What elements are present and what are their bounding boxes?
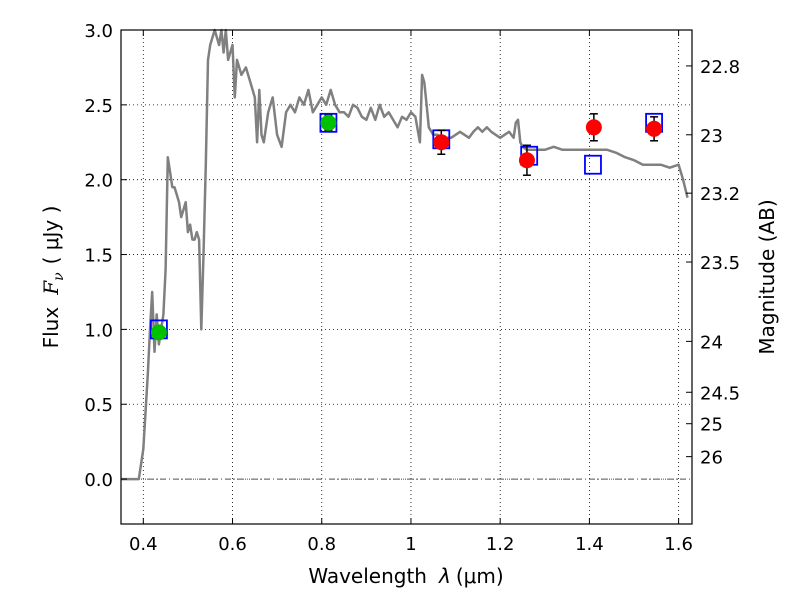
plot-frame xyxy=(120,29,693,525)
observed-nir-point xyxy=(646,120,663,137)
y-tick-label: 0.5 xyxy=(84,395,113,416)
y-tick-label: 3.0 xyxy=(84,21,113,42)
x-tick-label: 1.4 xyxy=(575,534,604,555)
y2-tick-label: 25 xyxy=(700,415,723,436)
data-points xyxy=(150,112,663,341)
y-axis-title: FluxFν( μJy ) xyxy=(39,206,67,349)
model-sed-line xyxy=(121,28,689,481)
y-axis: 0.0 0.5 1.0 1.5 2.0 2.5 3.0 xyxy=(84,21,127,491)
x-tick-label: 1.2 xyxy=(486,534,515,555)
x-axis-title: Wavelength λ (μm) xyxy=(308,564,503,588)
x-tick-label: 0.4 xyxy=(129,534,158,555)
y-tick-label: 1.5 xyxy=(84,246,113,267)
observed-optical-point xyxy=(320,114,337,131)
model-sed-layer xyxy=(121,28,689,481)
plot-area xyxy=(121,30,692,524)
x-tick-label: 1.6 xyxy=(664,534,693,555)
observed-nir-point xyxy=(518,152,535,169)
x-axis: 0.4 0.6 0.8 1 1.2 1.4 1.6 xyxy=(129,30,693,555)
y2-tick-label: 22.8 xyxy=(700,57,740,78)
y2-tick-label: 23.5 xyxy=(700,253,740,274)
x-tick-label: 0.6 xyxy=(218,534,247,555)
y2-axis-title: Magnitude (AB) xyxy=(755,199,779,354)
observed-nir-point xyxy=(585,119,602,136)
y2-axis: 22.8 23 23.2 23.5 24 24.5 25 26 xyxy=(686,57,740,469)
y2-tick-label: 23.2 xyxy=(700,184,740,205)
observed-optical-point xyxy=(150,324,167,341)
observed-nir-point xyxy=(433,134,450,151)
x-tick-label: 1 xyxy=(405,534,416,555)
model-photometry-square xyxy=(584,154,602,175)
y-tick-label: 2.0 xyxy=(84,171,113,192)
y-tick-label: 2.5 xyxy=(84,96,113,117)
y2-tick-label: 26 xyxy=(700,448,723,469)
y-tick-label: 1.0 xyxy=(84,320,113,341)
y2-tick-label: 24.5 xyxy=(700,383,740,404)
y-tick-label: 0.0 xyxy=(84,470,113,491)
y2-tick-label: 23 xyxy=(700,126,723,147)
y2-tick-label: 24 xyxy=(700,332,723,353)
x-tick-label: 0.8 xyxy=(307,534,336,555)
